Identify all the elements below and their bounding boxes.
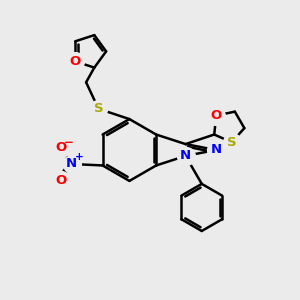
- Text: S: S: [227, 136, 236, 149]
- Text: O: O: [55, 174, 66, 187]
- Text: +: +: [75, 152, 83, 162]
- Text: S: S: [94, 102, 103, 115]
- Text: N: N: [180, 149, 191, 162]
- Text: O: O: [211, 109, 222, 122]
- Text: O: O: [70, 55, 81, 68]
- Text: −: −: [64, 136, 74, 149]
- Text: O: O: [55, 141, 66, 154]
- Text: N: N: [66, 158, 77, 170]
- Text: N: N: [210, 143, 221, 157]
